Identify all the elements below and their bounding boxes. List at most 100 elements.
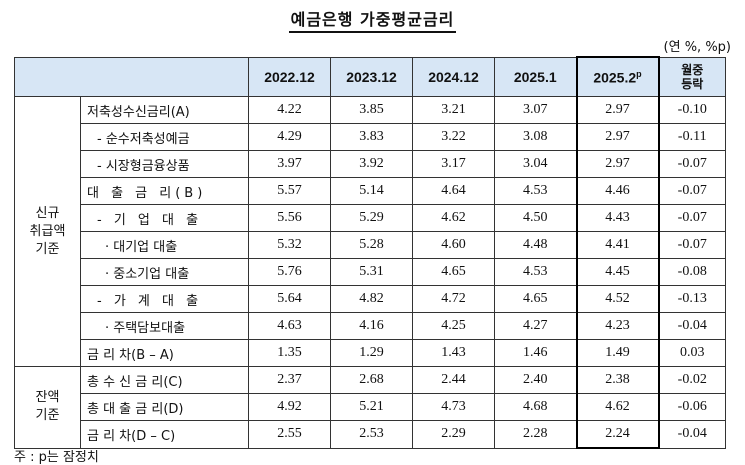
header-blank <box>14 56 249 97</box>
value-cell-latest: 4.43 <box>575 204 660 232</box>
value-cell: 4.63 <box>248 312 331 340</box>
value-cell: 3.08 <box>494 123 577 151</box>
value-cell: 4.62 <box>412 204 495 232</box>
value-cell: 2.28 <box>494 420 577 449</box>
table-title-text: 예금은행 가중평균금리 <box>288 10 457 33</box>
table-title: 예금은행 가중평균금리 <box>0 6 745 33</box>
row-label: 저축성수신금리(A) <box>80 96 249 124</box>
group-outstanding: 잔액 기준 <box>14 366 81 449</box>
row-label: 금 리 차(B – A) <box>80 339 249 367</box>
value-cell: 3.17 <box>412 150 495 178</box>
value-cell: 3.97 <box>248 150 331 178</box>
row-label: - 기 업 대 출 <box>80 204 249 232</box>
footnote: 주 : p는 잠정치 <box>14 450 99 465</box>
value-cell: 5.31 <box>330 258 413 286</box>
value-cell-change: -0.06 <box>658 393 726 421</box>
value-cell: 5.57 <box>248 177 331 205</box>
value-cell-latest: 4.62 <box>575 393 660 421</box>
value-cell-latest: 2.97 <box>575 123 660 151</box>
value-cell-change: -0.11 <box>658 123 726 151</box>
value-cell: 4.68 <box>494 393 577 421</box>
value-cell-latest: 2.24 <box>575 420 660 449</box>
table-row: - 가 계 대 출 5.64 4.82 4.72 4.65 4.52 -0.13 <box>15 285 726 313</box>
value-cell: 3.85 <box>330 96 413 124</box>
value-cell-latest: 2.38 <box>575 366 660 394</box>
row-label: · 중소기업 대출 <box>80 258 249 286</box>
value-cell: 2.40 <box>494 366 577 394</box>
table-row: 금 리 차(D – C) 2.55 2.53 2.29 2.28 2.24 -0.04 <box>15 420 726 449</box>
value-cell: 4.73 <box>412 393 495 421</box>
col-header: 2024.12 <box>412 56 495 97</box>
value-cell: 4.16 <box>330 312 413 340</box>
table-row: - 순수저축성예금 4.29 3.83 3.22 3.08 2.97 -0.11 <box>15 123 726 151</box>
value-cell: 2.44 <box>412 366 495 394</box>
value-cell: 4.64 <box>412 177 495 205</box>
value-cell: 2.53 <box>330 420 413 449</box>
row-label: - 가 계 대 출 <box>80 285 249 313</box>
value-cell: 3.04 <box>494 150 577 178</box>
col-header-latest: 2025.2p <box>575 56 660 97</box>
value-cell-change: -0.04 <box>658 420 726 449</box>
value-cell-latest: 4.52 <box>575 285 660 313</box>
table-row: · 주택담보대출 4.63 4.16 4.25 4.27 4.23 -0.04 <box>15 312 726 340</box>
table-row: · 중소기업 대출 5.76 5.31 4.65 4.53 4.45 -0.08 <box>15 258 726 286</box>
value-cell-change: -0.07 <box>658 177 726 205</box>
value-cell: 5.14 <box>330 177 413 205</box>
value-cell: 4.53 <box>494 177 577 205</box>
value-cell: 3.83 <box>330 123 413 151</box>
value-cell-latest: 2.97 <box>575 150 660 178</box>
value-cell: 5.32 <box>248 231 331 259</box>
col-header-change: 월중 등락 <box>658 56 726 97</box>
row-label: - 순수저축성예금 <box>80 123 249 151</box>
value-cell: 5.64 <box>248 285 331 313</box>
value-cell: 4.50 <box>494 204 577 232</box>
value-cell: 3.22 <box>412 123 495 151</box>
row-label: 총 대 출 금 리(D) <box>80 393 249 421</box>
row-label: 대 출 금 리(B) <box>80 177 249 205</box>
value-cell: 5.56 <box>248 204 331 232</box>
row-label: 금 리 차(D – C) <box>80 420 249 449</box>
header-row: 2022.12 2023.12 2024.12 2025.1 2025.2p 월… <box>14 56 726 97</box>
col-header: 2025.1 <box>494 56 577 97</box>
value-cell-change: -0.08 <box>658 258 726 286</box>
value-cell: 1.29 <box>330 339 413 367</box>
value-cell-change: -0.07 <box>658 150 726 178</box>
value-cell-change: -0.04 <box>658 312 726 340</box>
value-cell: 4.25 <box>412 312 495 340</box>
table-row: - 시장형금융상품 3.97 3.92 3.17 3.04 2.97 -0.07 <box>15 150 726 178</box>
value-cell: 4.27 <box>494 312 577 340</box>
value-cell: 4.22 <box>248 96 331 124</box>
value-cell: 5.76 <box>248 258 331 286</box>
col-header: 2023.12 <box>330 56 413 97</box>
col-header: 2022.12 <box>248 56 331 97</box>
value-cell: 4.92 <box>248 393 331 421</box>
value-cell: 2.29 <box>412 420 495 449</box>
value-cell: 3.92 <box>330 150 413 178</box>
value-cell-change: -0.13 <box>658 285 726 313</box>
value-cell: 4.65 <box>494 285 577 313</box>
value-cell: 4.65 <box>412 258 495 286</box>
group-new-business: 신규 취급액 기준 <box>14 96 81 367</box>
value-cell: 5.29 <box>330 204 413 232</box>
table-row: · 대기업 대출 5.32 5.28 4.60 4.48 4.41 -0.07 <box>15 231 726 259</box>
table-row: 대 출 금 리(B) 5.57 5.14 4.64 4.53 4.46 -0.07 <box>15 177 726 205</box>
table-row: 신규 취급액 기준 저축성수신금리(A) 4.22 3.85 3.21 3.07 2.97 -0.… <box>14 96 726 367</box>
value-cell: 4.48 <box>494 231 577 259</box>
value-cell: 4.60 <box>412 231 495 259</box>
value-cell: 3.21 <box>412 96 495 124</box>
value-cell-change: -0.10 <box>658 96 726 124</box>
value-cell-change: -0.07 <box>658 204 726 232</box>
row-label: · 주택담보대출 <box>80 312 249 340</box>
value-cell: 2.68 <box>330 366 413 394</box>
value-cell-latest: 4.23 <box>575 312 660 340</box>
value-cell: 2.55 <box>248 420 331 449</box>
table-row: 총 대 출 금 리(D) 4.92 5.21 4.73 4.68 4.62 -0.06 <box>15 393 726 421</box>
row-label: · 대기업 대출 <box>80 231 249 259</box>
value-cell-latest: 1.49 <box>575 339 660 367</box>
value-cell-change: -0.07 <box>658 231 726 259</box>
value-cell-change: 0.03 <box>658 339 726 367</box>
value-cell: 2.37 <box>248 366 331 394</box>
table-row: 잔액 기준 총 수 신 금 리(C) 2.37 2.68 2.44 2.40 2.38 -0.0… <box>14 366 726 449</box>
value-cell: 4.29 <box>248 123 331 151</box>
value-cell: 5.28 <box>330 231 413 259</box>
